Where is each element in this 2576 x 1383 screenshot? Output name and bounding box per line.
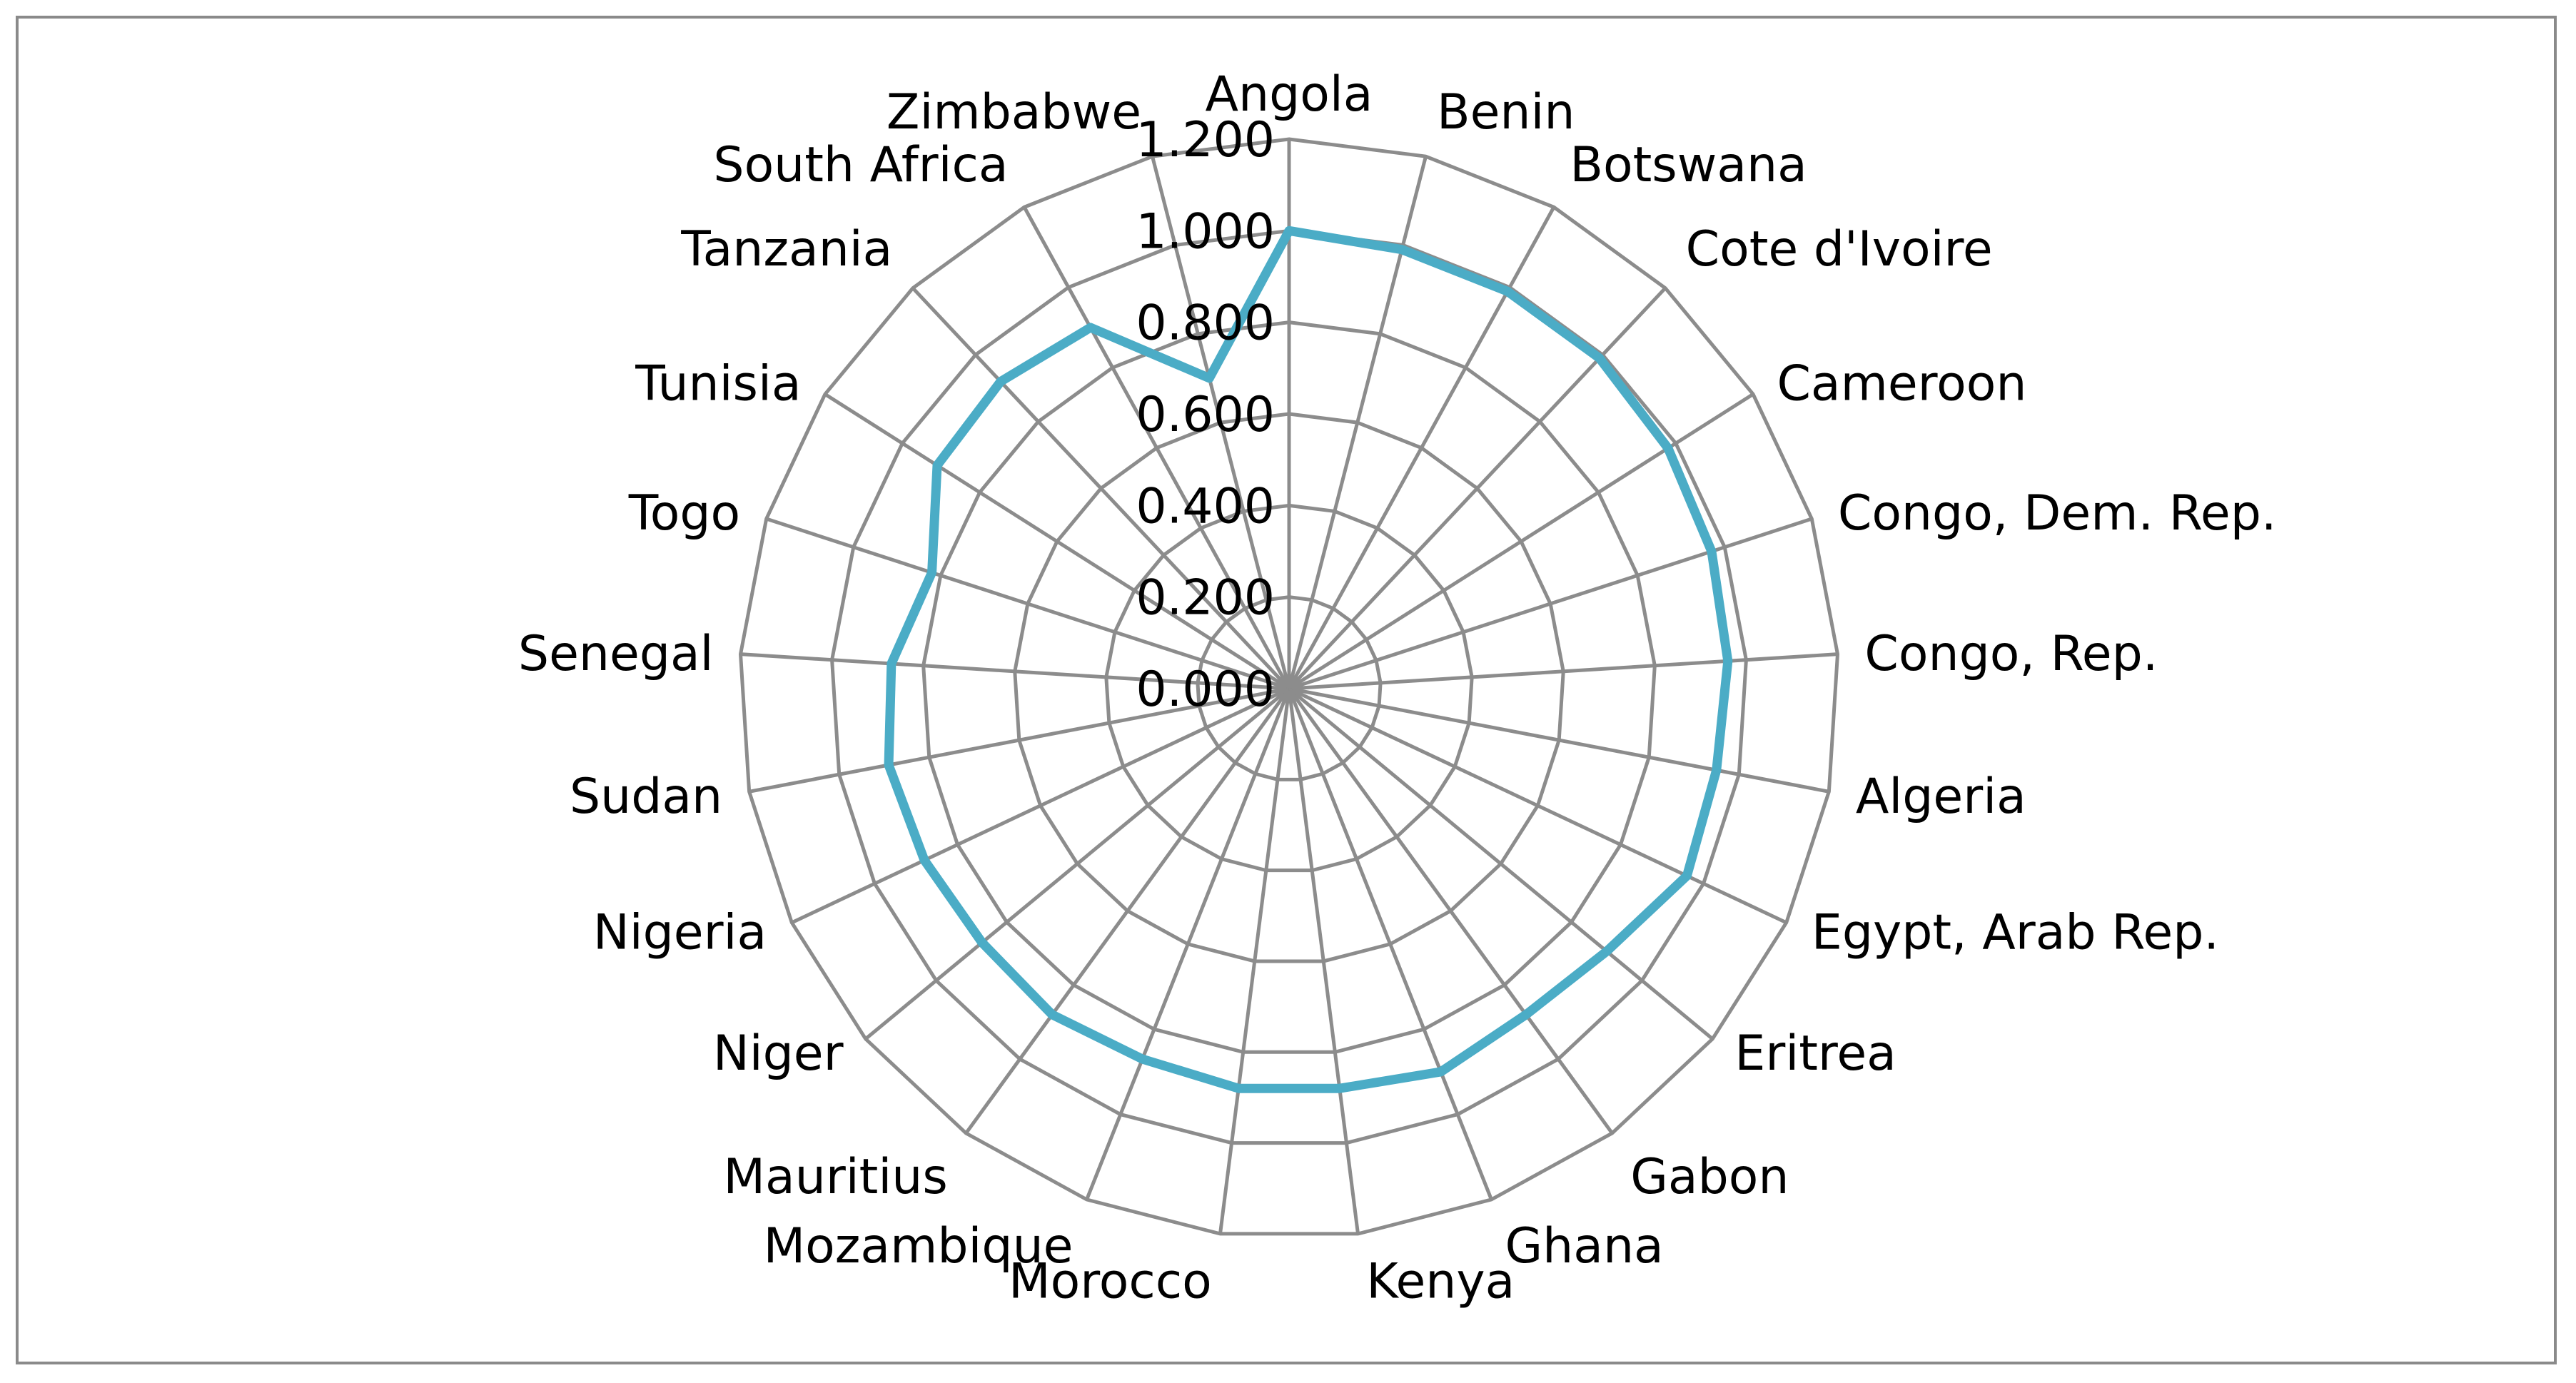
tick-label: 1.000 bbox=[1136, 203, 1275, 260]
grid-spoke bbox=[1085, 688, 1291, 1200]
tick-label: 0.600 bbox=[1136, 387, 1275, 443]
grid-ring-0.600 bbox=[1013, 412, 1565, 963]
grid-ring-0.800 bbox=[921, 320, 1657, 1054]
category-label: Ghana bbox=[1505, 1218, 1663, 1275]
grid-spoke bbox=[1287, 688, 1493, 1200]
category-label: Cameroon bbox=[1777, 355, 2026, 412]
grid-spoke bbox=[765, 517, 1290, 691]
grid-spoke bbox=[864, 687, 1290, 1040]
category-label: Nigeria bbox=[593, 905, 767, 961]
category-label: Congo, Rep. bbox=[1864, 626, 2158, 682]
grid-spoke bbox=[740, 652, 1290, 691]
category-label: Tunisia bbox=[635, 355, 801, 412]
grid-ring-1.200 bbox=[739, 137, 1839, 1236]
grid-spoke bbox=[791, 687, 1290, 925]
category-label: Angola bbox=[1206, 66, 1373, 123]
category-label: Togo bbox=[628, 485, 740, 542]
grid-spoke bbox=[749, 687, 1290, 794]
grid-spoke bbox=[1288, 517, 1813, 691]
radar-grid bbox=[739, 137, 1839, 1236]
series-line bbox=[884, 226, 1733, 1093]
grid-spoke bbox=[1287, 687, 1614, 1135]
category-label: South Africa bbox=[713, 137, 1008, 193]
grid-spoke bbox=[1288, 652, 1838, 691]
category-label: Tanzania bbox=[680, 221, 892, 278]
grid-spoke bbox=[911, 286, 1290, 690]
category-label: Botswana bbox=[1570, 137, 1807, 193]
category-label: Benin bbox=[1437, 84, 1575, 141]
category-label: Sudan bbox=[570, 769, 722, 825]
grid-spoke bbox=[824, 392, 1290, 691]
grid-ring-1.000 bbox=[830, 228, 1748, 1145]
category-label: Senegal bbox=[518, 626, 714, 682]
category-label: Mauritius bbox=[723, 1149, 947, 1205]
category-label: Mozambique bbox=[763, 1218, 1073, 1275]
tick-label: 0.200 bbox=[1136, 570, 1275, 627]
grid-ring-0.400 bbox=[1104, 503, 1474, 873]
grid-spoke bbox=[1288, 687, 1714, 1040]
grid-ring-0.200 bbox=[1196, 595, 1383, 781]
category-label: Congo, Dem. Rep. bbox=[1838, 485, 2277, 542]
category-label: Algeria bbox=[1856, 769, 2026, 825]
category-label: Niger bbox=[713, 1025, 844, 1082]
category-label: Cote d'Ivoire bbox=[1686, 221, 1993, 278]
category-label: Kenya bbox=[1366, 1254, 1515, 1310]
grid-spoke bbox=[1022, 206, 1291, 690]
grid-spoke bbox=[1288, 687, 1787, 925]
tick-label: 0.000 bbox=[1136, 662, 1275, 718]
grid-spoke bbox=[1287, 688, 1360, 1235]
radar-series bbox=[884, 226, 1733, 1093]
radial-tick-labels: 0.000 0.200 0.400 0.600 0.800 1.000 1.200 bbox=[1136, 112, 1275, 718]
category-label: Egypt, Arab Rep. bbox=[1812, 905, 2219, 961]
category-label: Eritrea bbox=[1734, 1025, 1896, 1082]
tick-label: 0.800 bbox=[1136, 295, 1275, 352]
tick-label: 1.200 bbox=[1136, 112, 1275, 168]
tick-label: 0.400 bbox=[1136, 478, 1275, 535]
grid-spoke bbox=[1151, 156, 1291, 689]
grid-spoke bbox=[964, 687, 1291, 1135]
category-label: Gabon bbox=[1630, 1149, 1789, 1205]
category-label: Morocco bbox=[1009, 1254, 1212, 1310]
grid-spoke bbox=[1288, 392, 1754, 691]
grid-spoke bbox=[1218, 688, 1291, 1235]
grid-spoke bbox=[1288, 687, 1829, 794]
category-label: Zimbabwe bbox=[887, 84, 1141, 141]
